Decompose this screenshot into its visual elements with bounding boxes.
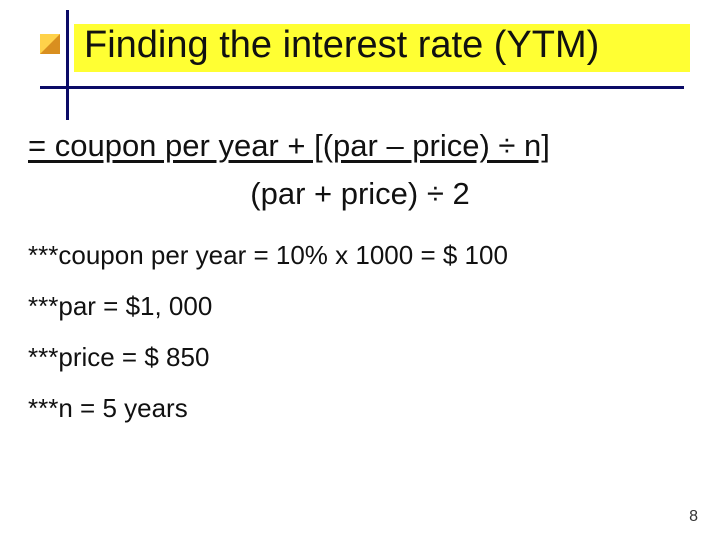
page-number: 8 bbox=[689, 508, 698, 526]
notes-block: ***coupon per year = 10% x 1000 = $ 100 … bbox=[28, 240, 692, 424]
note-line: ***n = 5 years bbox=[28, 393, 692, 424]
slide-title: Finding the interest rate (YTM) bbox=[40, 22, 680, 70]
horizontal-rule bbox=[40, 86, 684, 89]
title-container: Finding the interest rate (YTM) bbox=[40, 22, 680, 70]
formula-denominator: (par + price) ÷ 2 bbox=[28, 176, 692, 212]
formula-numerator: = coupon per year + [(par – price) ÷ n] bbox=[28, 128, 692, 164]
note-line: ***coupon per year = 10% x 1000 = $ 100 bbox=[28, 240, 692, 271]
note-line: ***par = $1, 000 bbox=[28, 291, 692, 322]
note-line: ***price = $ 850 bbox=[28, 342, 692, 373]
content-area: = coupon per year + [(par – price) ÷ n] … bbox=[28, 128, 692, 444]
slide: Finding the interest rate (YTM) = coupon… bbox=[0, 0, 720, 540]
